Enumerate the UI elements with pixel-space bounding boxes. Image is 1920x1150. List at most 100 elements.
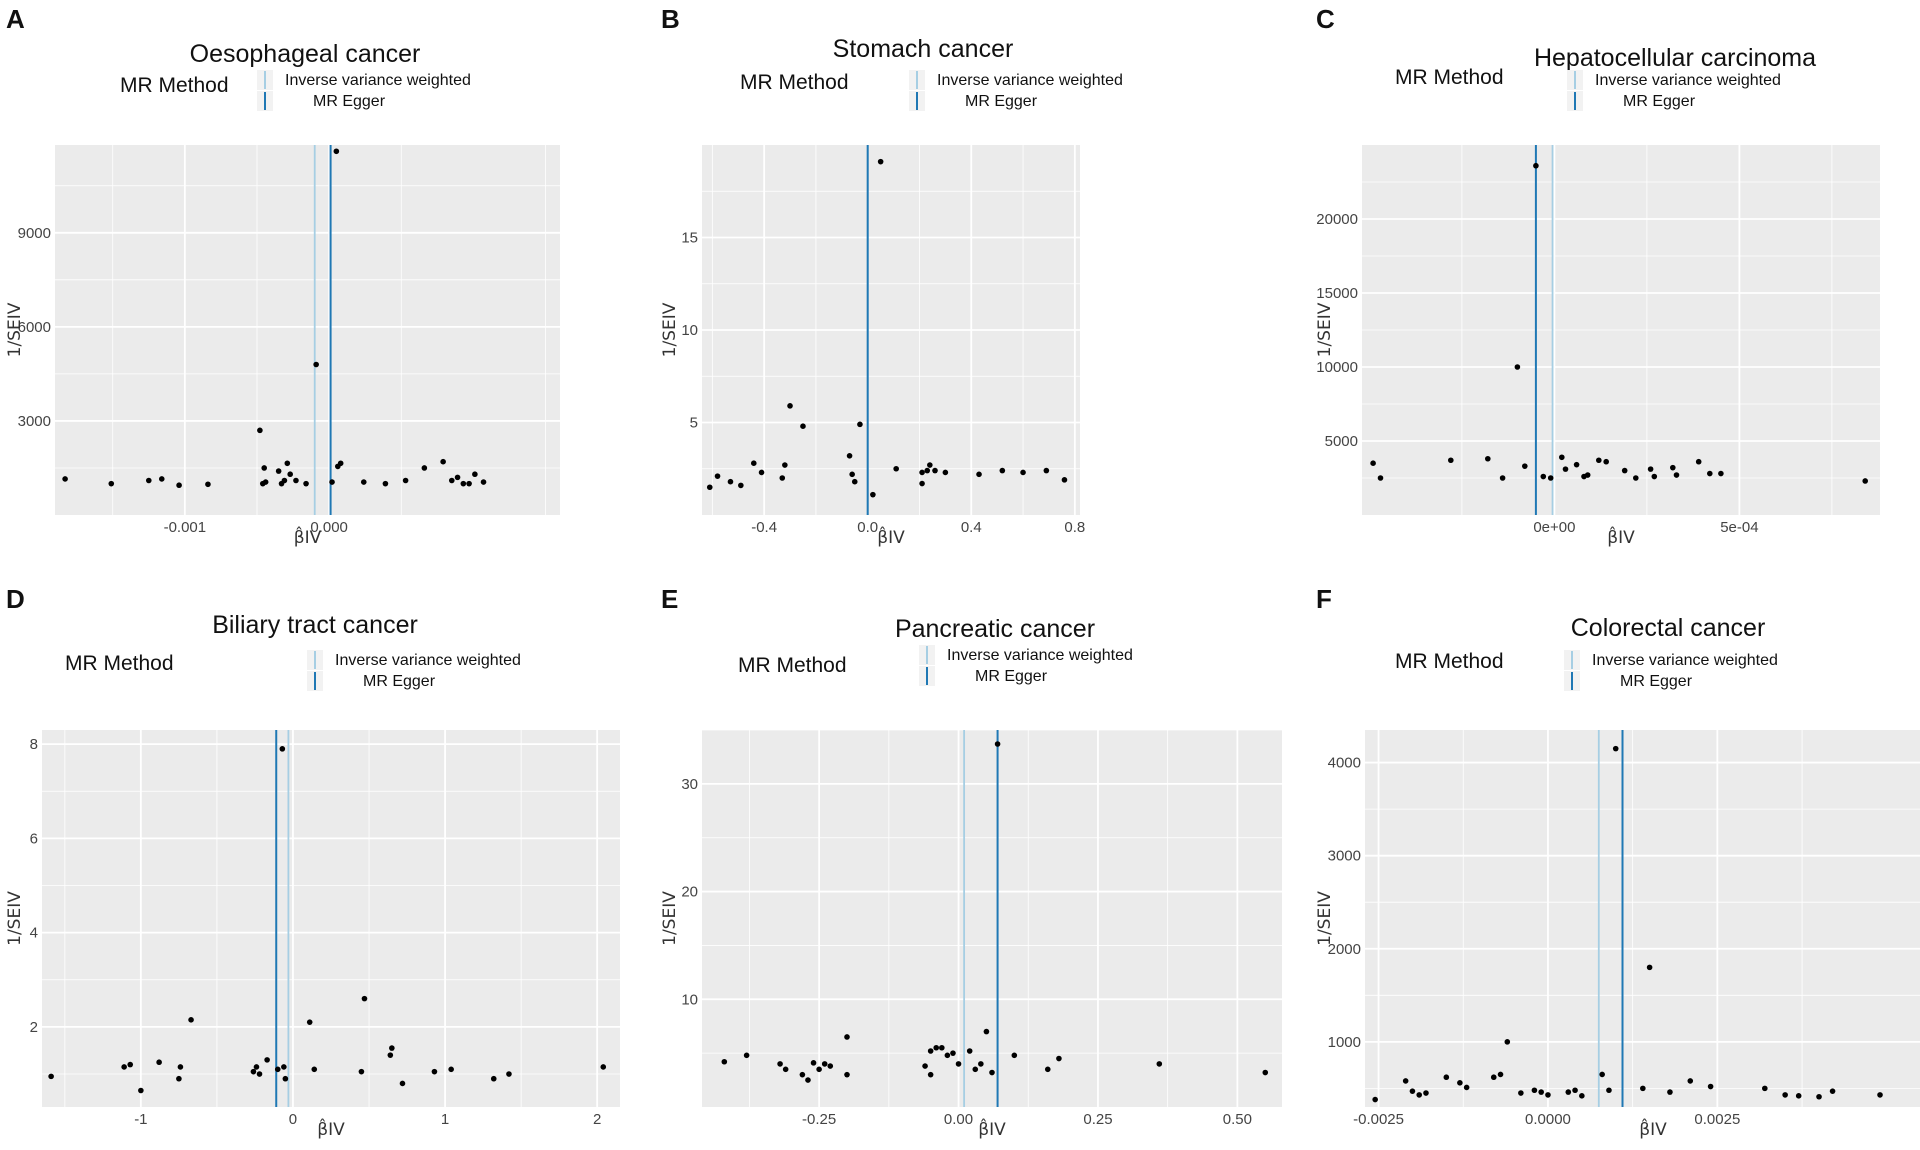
data-point — [303, 480, 309, 487]
data-point — [743, 1052, 750, 1059]
y-axis-label: 1/SEIV — [660, 891, 680, 946]
data-point — [282, 1075, 289, 1082]
data-point — [256, 1071, 263, 1077]
data-point — [460, 480, 467, 487]
data-point — [1559, 454, 1565, 461]
panel-b: B Stomach cancer MR Method Inverse variance… — [655, 0, 1295, 570]
legend-title: MR Method — [1395, 66, 1504, 89]
data-point — [311, 1066, 318, 1073]
legend-label-egger: MR Egger — [965, 93, 1038, 110]
y-tick-label: 5 — [690, 415, 698, 432]
x-tick-label: 0 — [289, 1111, 297, 1128]
data-point — [816, 1066, 822, 1073]
panel-letter: D — [6, 584, 25, 614]
data-point — [176, 482, 182, 489]
data-point — [399, 1080, 406, 1087]
data-point — [1707, 470, 1713, 477]
data-point — [1504, 1039, 1511, 1045]
data-point — [1540, 473, 1547, 480]
data-point — [994, 741, 1001, 747]
data-point — [1448, 457, 1454, 464]
data-point — [893, 465, 899, 472]
data-point — [805, 1077, 811, 1083]
data-point — [978, 1061, 984, 1067]
data-point — [870, 491, 876, 498]
data-point — [955, 1061, 962, 1067]
data-point — [250, 1068, 257, 1075]
panel-f: F Colorectal cancer MR Method Inverse varia… — [1310, 580, 1920, 1150]
data-point — [472, 471, 478, 478]
chart-title: Oesophageal cancer — [190, 40, 421, 68]
data-point — [1457, 1079, 1463, 1086]
panel-letter: E — [661, 584, 678, 614]
data-point — [799, 1071, 806, 1078]
data-point — [1545, 1092, 1551, 1098]
data-point — [284, 460, 291, 467]
chart-title: Pancreatic cancer — [895, 615, 1095, 643]
y-tick-label: 20000 — [1316, 211, 1358, 228]
data-point — [750, 460, 757, 467]
panel-letter: C — [1316, 4, 1335, 34]
data-point — [1670, 464, 1676, 471]
x-axis-label: β̂IV — [1639, 1117, 1667, 1140]
y-tick-label: 6000 — [18, 319, 51, 336]
plot-background — [1365, 730, 1920, 1107]
data-point — [1762, 1085, 1768, 1092]
funnel-plot-a: A Oesophageal cancer MR Method Inverse vari… — [5, 4, 560, 548]
x-tick-label: 0.4 — [961, 519, 982, 536]
data-point — [1485, 455, 1491, 462]
legend-label-ivw: Inverse variance weighted — [947, 647, 1133, 664]
legend-title: MR Method — [1395, 650, 1504, 673]
data-point — [205, 481, 211, 488]
data-point — [846, 453, 853, 459]
data-point — [972, 1066, 979, 1073]
data-point — [1409, 1088, 1416, 1094]
panel-c: C Hepatocellular carcinoma MR Method Invers… — [1310, 0, 1920, 570]
data-point — [1695, 458, 1702, 465]
data-point — [108, 480, 115, 487]
legend-title: MR Method — [738, 654, 847, 677]
panel-letter: B — [661, 4, 680, 34]
data-point — [924, 467, 931, 474]
data-point — [62, 476, 68, 482]
x-tick-label: 0.000 — [310, 519, 348, 536]
plot-background — [42, 730, 620, 1107]
data-point — [877, 158, 884, 165]
data-point — [287, 471, 293, 478]
funnel-plot-b: B Stomach cancer MR Method Inverse variance… — [660, 4, 1123, 548]
data-point — [810, 1060, 817, 1066]
data-point — [600, 1064, 607, 1070]
funnel-plot-e: E Pancreatic cancer MR Method Inverse varia… — [660, 584, 1282, 1140]
data-point — [1573, 461, 1580, 468]
chart-title: Hepatocellular carcinoma — [1534, 44, 1816, 72]
data-point — [421, 465, 428, 471]
data-point — [933, 1044, 940, 1051]
data-point — [919, 469, 925, 476]
data-point — [1043, 467, 1050, 474]
data-point — [293, 477, 299, 484]
data-point — [721, 1058, 728, 1065]
x-tick-label: 5e-04 — [1720, 519, 1758, 536]
data-point — [262, 479, 269, 485]
data-point — [387, 1052, 394, 1058]
y-tick-label: 4000 — [1328, 755, 1361, 772]
data-point — [1262, 1069, 1269, 1076]
data-point — [857, 421, 863, 428]
data-point — [261, 465, 268, 471]
data-point — [782, 1066, 789, 1073]
plot-background — [702, 730, 1282, 1107]
data-point — [1581, 473, 1587, 480]
data-point — [706, 484, 713, 491]
data-point — [1633, 475, 1639, 481]
legend-label-egger: MR Egger — [313, 93, 386, 110]
data-point — [1416, 1092, 1423, 1098]
data-point — [999, 467, 1006, 474]
data-point — [1372, 1096, 1378, 1103]
panel-letter: F — [1316, 584, 1332, 614]
data-point — [448, 477, 455, 484]
chart-title: Colorectal cancer — [1571, 614, 1766, 642]
data-point — [490, 1075, 497, 1082]
data-point — [333, 148, 340, 155]
data-point — [431, 1068, 438, 1075]
x-axis-label: β̂IV — [877, 525, 905, 548]
